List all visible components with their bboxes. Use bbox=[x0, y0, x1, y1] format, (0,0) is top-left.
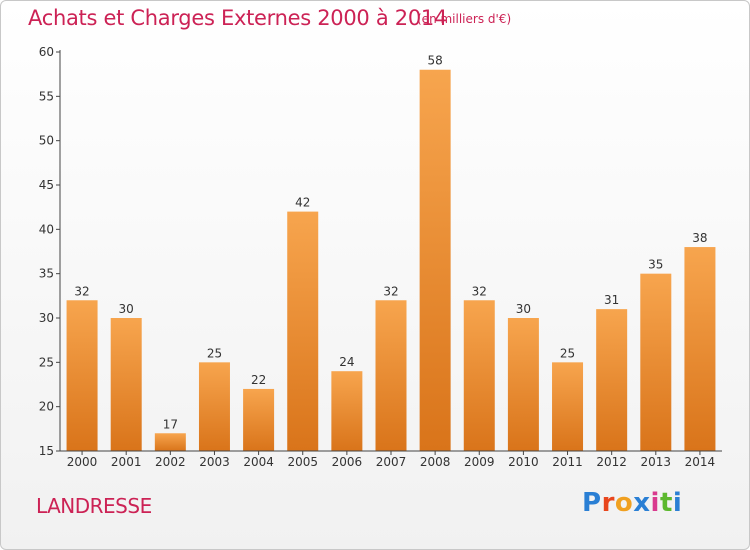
bar bbox=[640, 273, 672, 451]
x-tick-label: 2014 bbox=[685, 455, 716, 469]
data-label: 42 bbox=[295, 196, 310, 210]
bar bbox=[375, 300, 407, 451]
chart-subtitle: (en milliers d'€) bbox=[417, 12, 512, 26]
bar bbox=[331, 371, 363, 451]
bar bbox=[110, 318, 142, 451]
bar bbox=[66, 300, 98, 451]
data-label: 25 bbox=[207, 346, 222, 360]
y-tick-label: 20 bbox=[39, 400, 54, 414]
y-tick-label: 60 bbox=[39, 45, 54, 59]
x-tick-label: 2006 bbox=[332, 455, 363, 469]
data-label: 35 bbox=[648, 258, 663, 272]
y-tick-label: 25 bbox=[39, 355, 54, 369]
bar bbox=[198, 362, 230, 451]
y-tick-label: 30 bbox=[39, 311, 54, 325]
x-tick-label: 2009 bbox=[464, 455, 495, 469]
data-label: 58 bbox=[427, 54, 442, 68]
proxiti-logo: Proxiti bbox=[582, 488, 683, 518]
chart-title: Achats et Charges Externes 2000 à 2014 bbox=[28, 6, 448, 30]
y-tick-label: 35 bbox=[39, 267, 54, 281]
data-label: 25 bbox=[560, 346, 575, 360]
bar bbox=[596, 309, 628, 451]
x-tick-label: 2007 bbox=[376, 455, 407, 469]
data-label: 32 bbox=[74, 284, 89, 298]
bar bbox=[507, 318, 539, 451]
x-tick-label: 2013 bbox=[641, 455, 672, 469]
y-tick-label: 55 bbox=[39, 89, 54, 103]
data-label: 30 bbox=[516, 302, 531, 316]
bar bbox=[463, 300, 495, 451]
commune-name: LANDRESSE bbox=[36, 494, 152, 518]
data-label: 30 bbox=[119, 302, 134, 316]
x-tick-label: 2008 bbox=[420, 455, 451, 469]
bar bbox=[419, 69, 451, 451]
y-tick-label: 15 bbox=[39, 444, 54, 458]
x-tick-label: 2002 bbox=[155, 455, 186, 469]
x-tick-label: 2004 bbox=[243, 455, 274, 469]
data-label: 32 bbox=[383, 284, 398, 298]
x-tick-label: 2012 bbox=[596, 455, 627, 469]
bar bbox=[552, 362, 584, 451]
bar bbox=[684, 247, 716, 451]
bar bbox=[287, 211, 319, 451]
y-tick-label: 50 bbox=[39, 134, 54, 148]
data-label: 22 bbox=[251, 373, 266, 387]
y-tick-label: 40 bbox=[39, 222, 54, 236]
data-label: 17 bbox=[163, 417, 178, 431]
x-tick-label: 2010 bbox=[508, 455, 539, 469]
data-label: 38 bbox=[692, 231, 707, 245]
bar bbox=[243, 388, 275, 451]
data-label: 31 bbox=[604, 293, 619, 307]
y-tick-label: 45 bbox=[39, 178, 54, 192]
data-label: 32 bbox=[472, 284, 487, 298]
data-label: 24 bbox=[339, 355, 354, 369]
x-tick-label: 2003 bbox=[199, 455, 230, 469]
x-tick-label: 2000 bbox=[67, 455, 98, 469]
x-tick-label: 2011 bbox=[552, 455, 583, 469]
x-tick-label: 2001 bbox=[111, 455, 142, 469]
bar bbox=[154, 433, 186, 451]
x-tick-label: 2005 bbox=[287, 455, 318, 469]
